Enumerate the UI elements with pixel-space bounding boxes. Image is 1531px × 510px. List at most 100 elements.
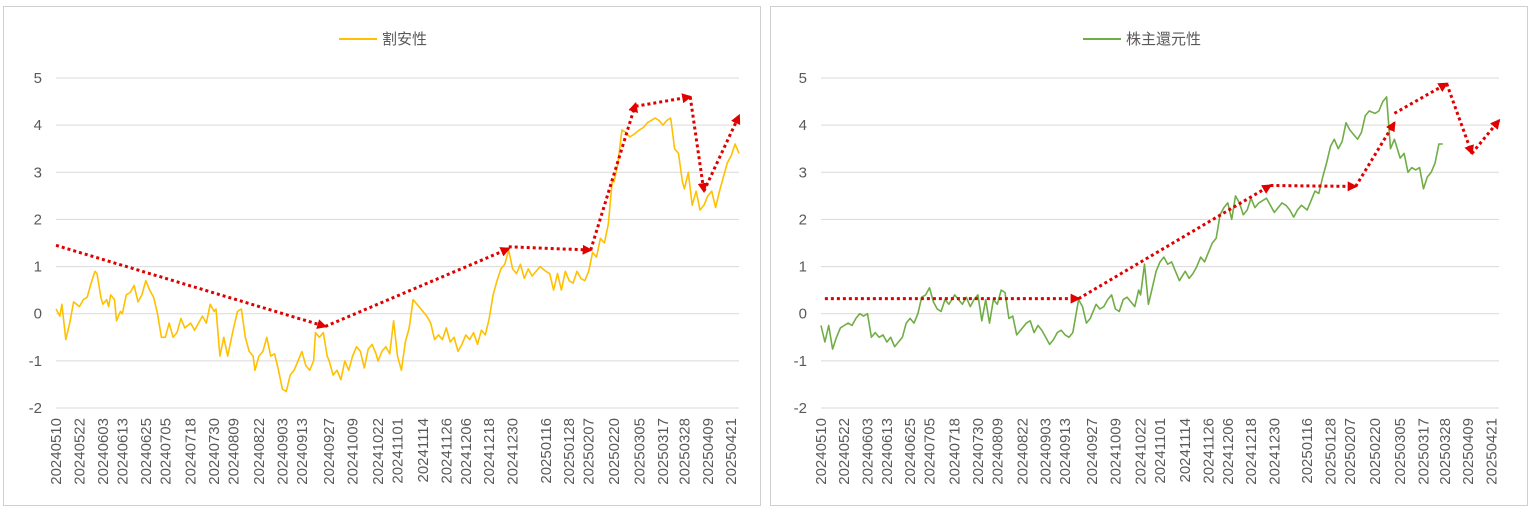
- x-tick-label: 20240705: [157, 418, 174, 485]
- y-axis-labels: -2 -1 0 1 2 3 4 5: [794, 70, 807, 417]
- trend-arrows: [55, 93, 741, 329]
- x-tick-label: 20240913: [294, 418, 311, 485]
- shareholder-return-chart: 株主還元性 -2 -1 0 1 2 3 4 5 20240510 20240522 20240603…: [794, 30, 1501, 485]
- x-tick-label: 20240718: [947, 418, 964, 485]
- x-tick-label: 20240718: [183, 418, 200, 485]
- x-tick-label: 20240730: [970, 418, 987, 485]
- trend-arrow: [635, 93, 693, 108]
- x-tick-label: 20240705: [921, 418, 938, 485]
- x-tick-label: 20250220: [1367, 418, 1384, 485]
- x-tick-label: 20240913: [1057, 418, 1074, 485]
- x-tick-label: 20240510: [48, 418, 65, 485]
- series-line: [820, 96, 1443, 350]
- gridlines: [56, 77, 739, 409]
- x-tick-label: 20250317: [655, 418, 672, 485]
- y-tick-label: 4: [34, 117, 42, 134]
- chart-panel-shareholder-return: 株主還元性 -2 -1 0 1 2 3 4 5 20240510 20240522 20240603…: [770, 6, 1528, 506]
- y-axis-labels: -2 -1 0 1 2 3 4 5: [29, 70, 42, 417]
- x-tick-label: 20241101: [1152, 418, 1169, 484]
- x-tick-label: 20250305: [631, 418, 648, 485]
- legend-label: 株主還元性: [1126, 30, 1201, 48]
- x-tick-label: 20250128: [561, 418, 578, 485]
- series-line: [55, 117, 740, 393]
- y-tick-label: -2: [29, 400, 42, 417]
- y-tick-label: 5: [34, 70, 42, 87]
- y-tick-label: 1: [799, 259, 807, 276]
- trend-arrow: [688, 96, 708, 194]
- x-tick-label: 20240809: [226, 418, 243, 485]
- x-tick-label: 20240613: [114, 418, 131, 485]
- x-tick-label: 20250128: [1322, 418, 1339, 485]
- x-tick-label: 20240809: [989, 418, 1006, 485]
- y-tick-label: -2: [794, 400, 807, 417]
- trend-arrow: [1445, 83, 1474, 156]
- x-tick-label: 20241126: [438, 418, 455, 484]
- x-tick-label: 20241114: [415, 418, 432, 483]
- x-tick-label: 20241114: [1177, 418, 1194, 483]
- trend-arrow: [702, 113, 741, 192]
- x-tick-label: 20240613: [879, 418, 896, 485]
- trend-arrow: [324, 247, 511, 328]
- y-tick-label: 2: [34, 211, 42, 228]
- x-tick-label: 20240625: [138, 418, 155, 485]
- legend: 株主還元性: [1083, 30, 1201, 48]
- trend-arrow: [1354, 121, 1396, 188]
- y-tick-label: 4: [799, 117, 807, 134]
- gridlines: [821, 77, 1499, 409]
- x-tick-label: 20250207: [581, 418, 598, 485]
- x-tick-label: 20241218: [1243, 418, 1260, 485]
- x-tick-label: 20240822: [251, 418, 268, 485]
- x-tick-label: 20250220: [606, 418, 623, 485]
- y-tick-label: 2: [799, 211, 807, 228]
- x-tick-label: 20241230: [505, 418, 522, 485]
- y-tick-label: 0: [799, 306, 807, 323]
- trend-arrow: [1270, 181, 1358, 192]
- x-tick-label: 20241206: [458, 418, 475, 485]
- x-tick-label: 20240603: [95, 418, 112, 485]
- x-tick-label: 20250328: [676, 418, 693, 485]
- x-tick-label: 20241009: [345, 418, 362, 485]
- x-tick-label: 20240927: [321, 418, 338, 485]
- chart-panel-valuation: 割安性 -2 -1 0 1 2 3 4 5 20240510 20240522 20240603 20…: [3, 6, 761, 506]
- trend-arrow: [55, 243, 328, 329]
- x-tick-label: 20240522: [71, 418, 88, 485]
- x-tick-label: 20250317: [1415, 418, 1432, 485]
- y-tick-label: 3: [799, 164, 807, 181]
- trend-arrow: [508, 244, 593, 255]
- x-tick-label: 20250409: [1460, 418, 1477, 485]
- x-tick-label: 20250421: [723, 418, 740, 485]
- x-tick-label: 20240927: [1084, 418, 1101, 485]
- x-tick-label: 20241101: [390, 418, 407, 484]
- x-tick-label: 20240510: [813, 418, 830, 485]
- x-tick-label: 20240522: [836, 418, 853, 485]
- x-axis-labels: 20240510 20240522 20240603 20240613 20240625…: [48, 418, 740, 485]
- x-tick-label: 20250116: [1299, 418, 1316, 484]
- x-tick-label: 20250116: [538, 418, 555, 484]
- x-tick-label: 20250421: [1483, 418, 1500, 485]
- x-tick-label: 20250409: [700, 418, 717, 485]
- x-tick-label: 20241009: [1107, 418, 1124, 485]
- x-tick-label: 20240903: [274, 418, 291, 485]
- x-tick-label: 20250207: [1342, 418, 1359, 485]
- x-tick-label: 20240903: [1038, 418, 1055, 485]
- x-axis-labels: 20240510 20240522 20240603 20240613 20240625…: [813, 418, 1500, 485]
- x-tick-label: 20250305: [1392, 418, 1409, 485]
- x-tick-label: 20240603: [859, 418, 876, 485]
- trend-arrow: [1470, 118, 1501, 155]
- x-tick-label: 20240822: [1014, 418, 1031, 485]
- y-tick-label: 3: [34, 164, 42, 181]
- y-tick-label: -1: [794, 353, 807, 370]
- x-tick-label: 20241218: [481, 418, 498, 485]
- x-tick-label: 20240730: [206, 418, 223, 485]
- x-tick-label: 20241206: [1220, 418, 1237, 485]
- y-tick-label: 1: [34, 259, 42, 276]
- x-tick-label: 20241022: [370, 418, 387, 485]
- x-tick-label: 20240625: [902, 418, 919, 485]
- y-tick-label: -1: [29, 353, 42, 370]
- trend-arrow: [1077, 184, 1273, 300]
- trend-arrow: [1393, 82, 1449, 115]
- trend-arrows: [824, 82, 1501, 304]
- x-tick-label: 20241022: [1133, 418, 1150, 485]
- legend-label: 割安性: [382, 30, 427, 48]
